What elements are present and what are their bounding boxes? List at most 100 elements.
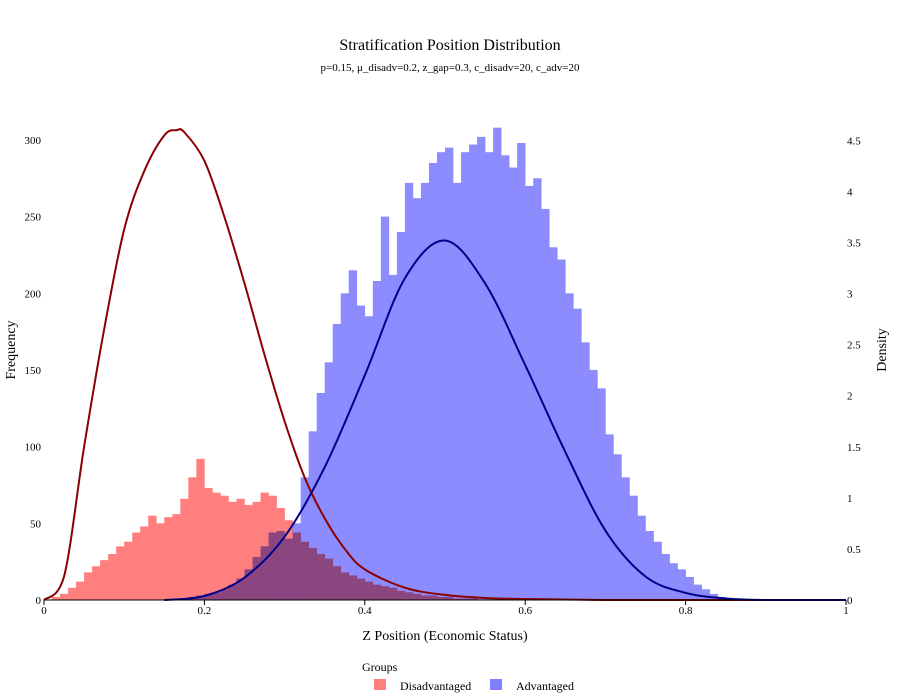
histogram-bar: [252, 557, 261, 600]
y-tick-label: 50: [30, 518, 42, 530]
density-curve-advantaged: [164, 239, 846, 602]
histogram-bar: [581, 342, 590, 600]
histogram-bar: [244, 569, 253, 600]
histogram-bar: [356, 305, 366, 600]
histogram-bar: [589, 369, 598, 600]
histogram-bar: [92, 566, 101, 600]
histogram-bar: [180, 498, 189, 600]
histogram-bar: [461, 152, 470, 600]
histogram-bar: [428, 162, 438, 600]
histogram-bar: [268, 532, 277, 600]
histogram-bar: [340, 293, 350, 600]
histogram-bar: [629, 495, 638, 600]
histogram-bar: [220, 495, 229, 600]
histogram-bar: [493, 127, 502, 601]
histogram-bar: [260, 492, 269, 600]
histogram-bar: [244, 504, 253, 600]
x-tick-label: 0: [41, 605, 47, 617]
histogram-bar: [52, 596, 61, 600]
x-tick-label: 0.6: [518, 605, 532, 617]
histogram-bar: [412, 198, 422, 600]
histogram-bar: [364, 316, 374, 600]
y2-tick-label: 1.5: [847, 442, 861, 454]
histogram-bar: [436, 152, 446, 600]
histogram-bar: [252, 501, 261, 600]
histogram-bar: [292, 523, 301, 600]
x-axis-ticks: 0 0.2 0.4 0.6 0.8 1: [41, 600, 849, 617]
histogram-bar: [212, 592, 221, 600]
y-tick-label: 250: [25, 212, 42, 224]
histogram-bar: [124, 541, 133, 600]
histogram-bar: [196, 458, 205, 600]
y2-axis-label: Density: [875, 328, 890, 372]
histogram-bar: [396, 231, 406, 600]
histogram-bar: [156, 523, 165, 600]
legend-label-advantaged[interactable]: Advantaged: [516, 679, 574, 693]
histogram-bar: [605, 434, 614, 600]
histogram-bar: [485, 152, 494, 600]
y-tick-label: 100: [25, 442, 42, 454]
histogram-bar: [60, 593, 69, 600]
density-curves: [43, 128, 846, 602]
histogram-bar: [661, 553, 670, 600]
histogram-bar: [100, 560, 109, 600]
y-axis-label: Frequency: [4, 320, 19, 379]
histogram-bar: [669, 563, 678, 600]
legend-swatch-advantaged[interactable]: [490, 679, 502, 690]
y-tick-label: 150: [25, 365, 42, 377]
histogram-bar: [308, 431, 317, 600]
y2-axis-ticks: 0 0.5 1 1.5 2 2.5 3 3.5 4 4.5: [847, 135, 861, 607]
histogram-bar: [701, 589, 710, 600]
y-axis-ticks: 0 50 100 150 200 250 300: [25, 135, 42, 607]
density-curve-disadvantaged: [43, 128, 846, 602]
histogram-bar: [549, 247, 558, 600]
y-tick-label: 300: [25, 135, 42, 147]
histogram-bar: [132, 532, 141, 600]
histogram-bar: [236, 498, 245, 600]
histogram-bar: [212, 492, 221, 600]
legend-label-disadvantaged[interactable]: Disadvantaged: [400, 679, 471, 693]
x-tick-label: 0.4: [358, 605, 372, 617]
histogram-bar: [420, 182, 430, 600]
legend-title: Groups: [362, 660, 398, 674]
histogram-bar: [573, 308, 582, 600]
chart-subtitle: p=0.15, μ_disadv=0.2, z_gap=0.3, c_disad…: [320, 62, 580, 74]
histogram-bar: [284, 538, 293, 600]
histogram-bar: [260, 546, 269, 600]
histogram-bar: [685, 577, 694, 600]
histogram-bar: [565, 293, 574, 600]
histogram-bar: [613, 454, 622, 600]
histogram-bar: [509, 167, 518, 601]
histogram-bar: [380, 216, 390, 601]
histogram-bar: [108, 553, 117, 600]
bars-advantaged: [188, 127, 735, 601]
histogram-bar: [653, 541, 662, 600]
histogram-bar: [677, 569, 686, 600]
legend-swatch-disadvantaged[interactable]: [374, 679, 386, 690]
histogram-bar: [148, 515, 157, 600]
histogram-bar: [164, 517, 173, 600]
histogram-bar: [84, 572, 93, 600]
y2-tick-label: 0.5: [847, 544, 861, 556]
y2-tick-label: 1: [847, 493, 853, 505]
histogram-bar: [324, 362, 334, 600]
x-axis-label: Z Position (Economic Status): [362, 629, 528, 644]
histogram-bar: [372, 281, 382, 600]
histogram-bar: [501, 155, 510, 600]
histogram-bar: [404, 182, 414, 600]
histogram-bar: [645, 530, 654, 600]
histogram-bar: [140, 526, 149, 600]
y2-tick-label: 2: [847, 391, 853, 403]
histogram-bar: [557, 259, 566, 600]
histogram-bar: [477, 136, 486, 600]
histogram-bar: [525, 185, 534, 600]
y-tick-label: 200: [25, 288, 42, 300]
histogram-bar: [236, 578, 245, 600]
chart-title: Stratification Position Distribution: [339, 37, 560, 54]
histogram-bar: [388, 274, 398, 600]
histogram-bar: [276, 530, 285, 600]
y2-tick-label: 3.5: [847, 238, 861, 250]
legend[interactable]: Groups Disadvantaged Advantaged: [362, 660, 574, 693]
histogram-bar: [332, 323, 342, 600]
